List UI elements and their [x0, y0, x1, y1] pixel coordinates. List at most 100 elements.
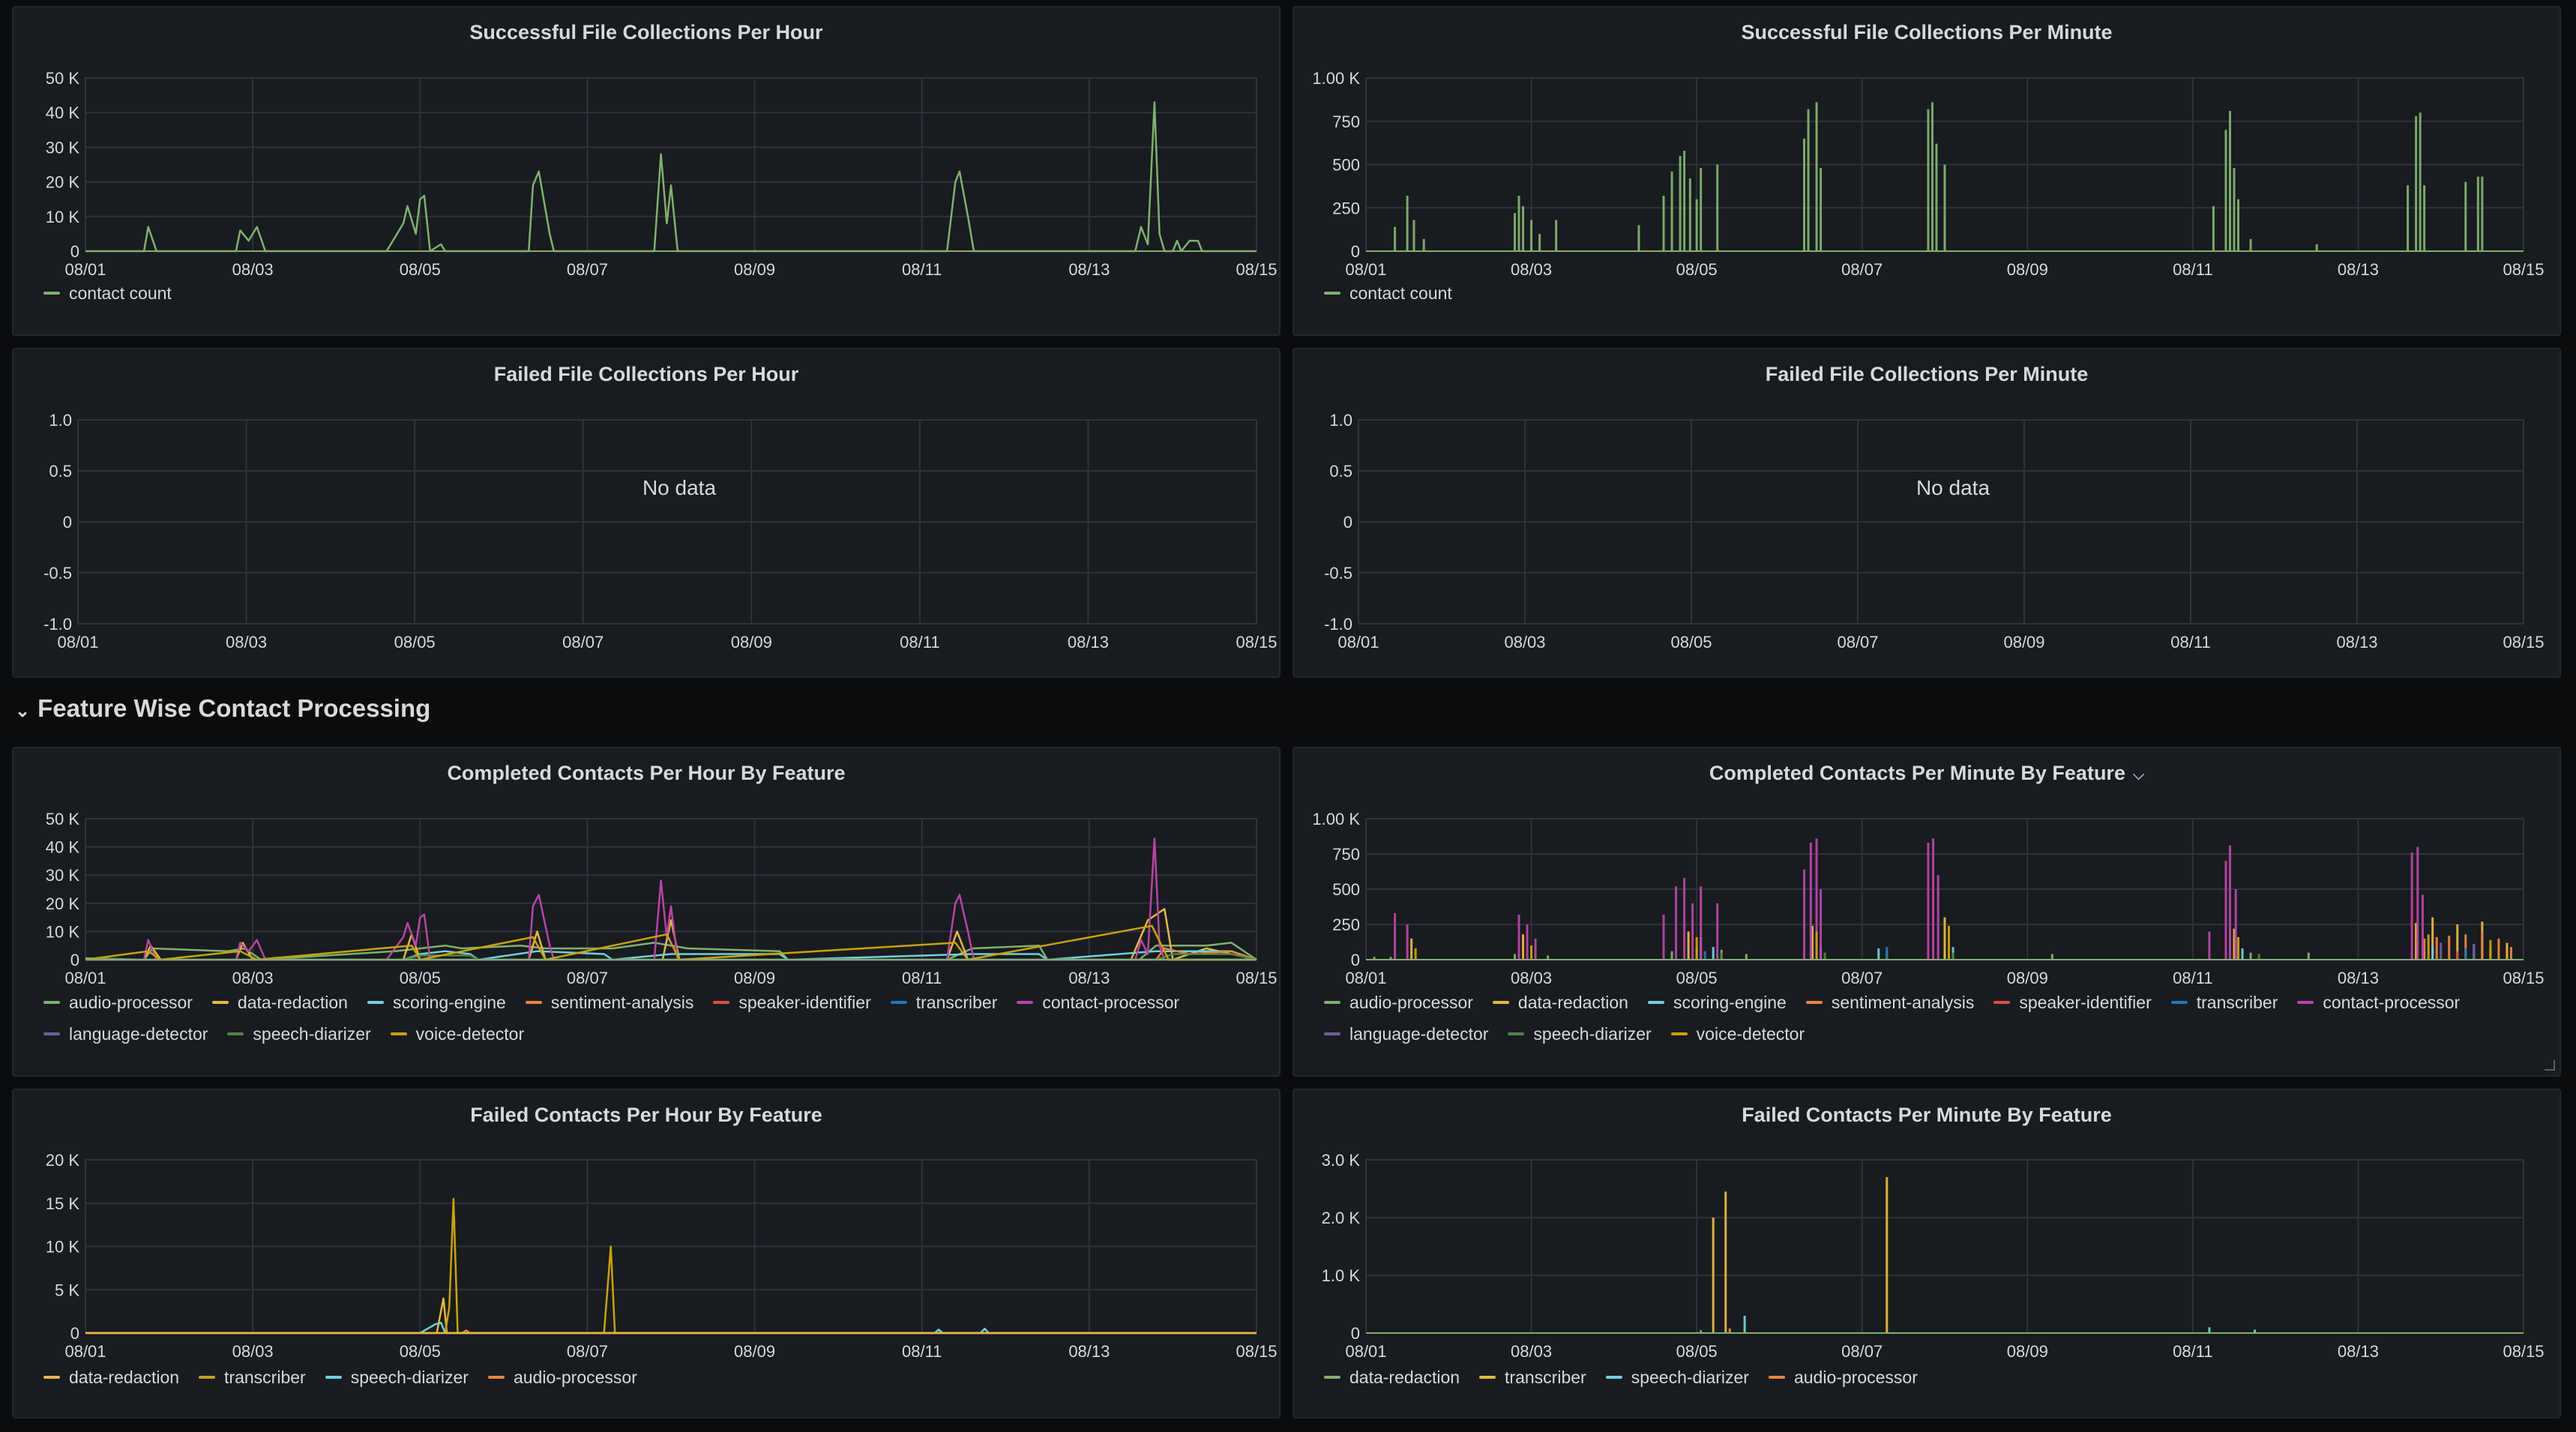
legend-swatch: [1993, 1001, 2011, 1004]
panel-p4[interactable]: Failed File Collections Per Minute 1.0 0.5…: [1292, 348, 2561, 678]
y-tick-label: 750: [1332, 845, 1360, 864]
legend-label: language-detector: [69, 1023, 208, 1044]
panel-p8[interactable]: Failed Contacts Per Minute By Feature 3.0…: [1292, 1089, 2561, 1419]
chart-svg[interactable]: 20 K 15 K 10 K 5 K 008/01 08/03 08/05 08/07 08/0…: [13, 1090, 1282, 1420]
panel-title[interactable]: Completed Contacts Per Hour By Feature: [13, 762, 1279, 785]
legend-item[interactable]: speaker-identifier: [1993, 993, 2152, 1013]
legend-item[interactable]: speaker-identifier: [713, 993, 871, 1013]
legend-item[interactable]: sentiment-analysis: [525, 993, 693, 1013]
panel-p2[interactable]: Successful File Collections Per Minute 1.…: [1292, 6, 2561, 336]
chart-svg[interactable]: 1.00 K 750 500 250 008/01 08/03 08/05 08/07 08/0…: [1294, 748, 2563, 1078]
y-tick-label: 20 K: [46, 894, 80, 913]
legend[interactable]: data-redaction transcriber speech-diarizer…: [43, 1362, 637, 1393]
legend[interactable]: audio-processor data-redaction scoring-eng…: [1324, 987, 2460, 1050]
panel-title[interactable]: Failed File Collections Per Minute: [1294, 363, 2560, 386]
legend-item[interactable]: speech-diarizer: [1508, 1024, 1652, 1044]
legend-item[interactable]: speech-diarizer: [1605, 1368, 1749, 1388]
legend-item[interactable]: data-redaction: [1492, 992, 1628, 1013]
legend-item[interactable]: voice-detector: [1670, 1024, 1805, 1044]
legend-item[interactable]: audio-processor: [1324, 993, 1473, 1013]
legend-item[interactable]: scoring-engine: [1647, 993, 1787, 1013]
legend-swatch: [1647, 1001, 1664, 1004]
legend-swatch: [1479, 1376, 1496, 1379]
x-tick-label: 08/13: [1068, 633, 1109, 652]
panel-title[interactable]: Failed Contacts Per Hour By Feature: [13, 1104, 1279, 1127]
legend-item[interactable]: audio-processor: [487, 1368, 637, 1388]
panel-p1[interactable]: Successful File Collections Per Hour 50 K…: [12, 6, 1281, 336]
legend-label: data-redaction: [1517, 992, 1628, 1012]
legend[interactable]: data-redaction transcriber speech-diarizer…: [1324, 1362, 1918, 1393]
panel-p6[interactable]: Completed Contacts Per Minute By Feature…: [1292, 747, 2561, 1077]
x-tick-label: 08/09: [2003, 633, 2044, 652]
legend-item[interactable]: transcriber: [890, 993, 997, 1013]
legend[interactable]: audio-processor data-redaction scoring-eng…: [43, 987, 1179, 1050]
chart-svg[interactable]: 50 K 40 K 30 K 20 K 10 K 008/01 08/03 08/05 08/0…: [13, 748, 1282, 1078]
chart-svg[interactable]: 1.00 K 750 500 250 008/01 08/03 08/05 08/07 08/0…: [1294, 7, 2563, 337]
legend-item[interactable]: scoring-engine: [367, 993, 506, 1013]
chart-svg[interactable]: 1.0 0.5 0 -0.5 -1.008/01 08/03 08/05 08/07 08/09…: [13, 349, 1282, 679]
legend-item[interactable]: data-redaction: [43, 1368, 179, 1388]
legend-swatch: [1324, 292, 1340, 295]
series-line-contact count: [85, 101, 1257, 253]
y-tick-label: -1.0: [43, 615, 72, 634]
legend-item[interactable]: language-detector: [43, 1024, 208, 1044]
resize-handle[interactable]: [2545, 1060, 2555, 1071]
x-tick-label: 08/07: [1837, 633, 1878, 652]
panel-p7[interactable]: Failed Contacts Per Hour By Feature 20 K 1…: [12, 1089, 1281, 1419]
legend-item[interactable]: speech-diarizer: [227, 1024, 371, 1044]
legend-row: language-detector speech-diarizer voice-de…: [43, 1018, 1179, 1050]
legend-item[interactable]: speech-diarizer: [325, 1368, 469, 1388]
legend-item[interactable]: contact-processor: [2297, 993, 2460, 1013]
legend-item[interactable]: contact count: [1324, 283, 1452, 304]
legend-row: audio-processor data-redaction scoring-eng…: [1324, 987, 2460, 1018]
x-tick-label: 08/05: [400, 969, 441, 987]
legend-item[interactable]: voice-detector: [390, 1024, 524, 1044]
panel-p3[interactable]: Failed File Collections Per Hour 1.0 0.5 0 -…: [12, 348, 1281, 678]
x-tick-label: 08/03: [232, 969, 274, 987]
chart-svg[interactable]: 3.0 K 2.0 K 1.0 K 008/01 08/03 08/05 08/07 08/0…: [1294, 1090, 2563, 1420]
chevron-down-icon[interactable]: ⌵: [2132, 767, 2145, 783]
panel-title[interactable]: Failed File Collections Per Hour: [13, 363, 1279, 386]
x-tick-label: 08/13: [2336, 633, 2377, 652]
chevron-down-icon[interactable]: ⌄: [15, 701, 31, 721]
legend-item[interactable]: contact-processor: [1017, 993, 1179, 1013]
chart-svg[interactable]: 50 K 40 K 30 K 20 K 10 K 008/01 08/03 08/05 08/0…: [13, 7, 1282, 337]
legend-item[interactable]: transcriber: [2170, 993, 2278, 1013]
legend-item[interactable]: data-redaction: [211, 993, 348, 1013]
legend-swatch: [199, 1376, 216, 1379]
legend-item[interactable]: transcriber: [1479, 1368, 1586, 1388]
y-tick-label: 0: [1351, 242, 1360, 261]
panel-p5[interactable]: Completed Contacts Per Hour By Feature 50…: [12, 747, 1281, 1077]
legend[interactable]: contact count: [1324, 277, 1452, 309]
series-line-transcriber: [85, 1197, 1257, 1335]
y-tick-label: 1.0 K: [1322, 1266, 1361, 1285]
legend-label: audio-processor: [1793, 1367, 1918, 1387]
panel-title[interactable]: Successful File Collections Per Hour: [13, 21, 1279, 44]
x-tick-label: 08/11: [902, 1342, 942, 1361]
y-tick-label: 0.5: [49, 462, 72, 481]
legend-swatch: [325, 1376, 342, 1379]
legend-swatch: [1768, 1376, 1785, 1379]
legend-swatch: [525, 1001, 542, 1004]
legend-item[interactable]: transcriber: [199, 1368, 306, 1388]
chart-svg[interactable]: 1.0 0.5 0 -0.5 -1.008/01 08/03 08/05 08/07 08/09…: [1294, 349, 2563, 679]
legend-swatch: [1805, 1001, 1823, 1004]
no-data-label: No data: [643, 476, 716, 499]
legend-item[interactable]: contact count: [43, 283, 172, 304]
legend-item[interactable]: audio-processor: [1768, 1367, 1918, 1388]
panel-title[interactable]: Successful File Collections Per Minute: [1294, 21, 2560, 44]
y-tick-label: 40 K: [46, 838, 80, 857]
row-header[interactable]: ⌄ Feature Wise Contact Processing: [15, 694, 430, 723]
x-tick-label: 08/09: [734, 969, 775, 987]
panel-title[interactable]: Completed Contacts Per Minute By Feature…: [1294, 762, 2560, 785]
legend-item[interactable]: sentiment-analysis: [1805, 993, 1974, 1013]
legend-item[interactable]: language-detector: [1324, 1024, 1488, 1044]
legend[interactable]: contact count: [43, 277, 172, 309]
y-tick-label: 15 K: [46, 1194, 80, 1213]
panel-title[interactable]: Failed Contacts Per Minute By Feature: [1294, 1104, 2560, 1127]
x-tick-label: 08/11: [902, 260, 942, 279]
legend-item[interactable]: data-redaction: [1324, 1368, 1460, 1388]
x-tick-label: 08/13: [2338, 1342, 2379, 1361]
legend-item[interactable]: audio-processor: [43, 993, 193, 1013]
x-tick-label: 08/03: [1504, 633, 1545, 652]
